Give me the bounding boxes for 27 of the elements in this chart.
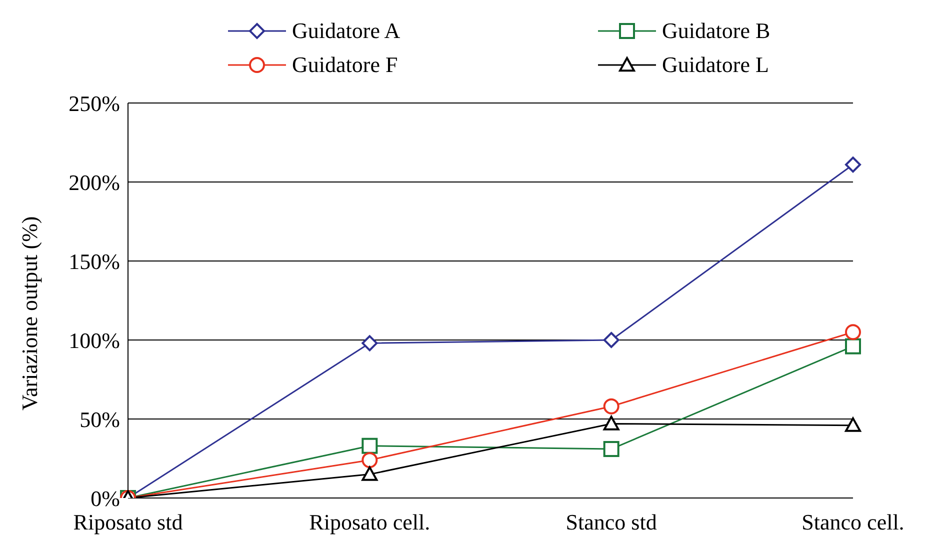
x-tick-label: Stanco cell. bbox=[802, 510, 904, 535]
point bbox=[845, 338, 861, 354]
y-tick-label: 100% bbox=[68, 328, 120, 353]
x-tick-label: Stanco std bbox=[566, 510, 657, 535]
point bbox=[603, 398, 620, 414]
x-tick-label: Riposato std bbox=[73, 510, 183, 535]
legend-label: Guidatore F bbox=[292, 52, 398, 78]
y-tick-label: 250% bbox=[68, 90, 120, 116]
point bbox=[362, 438, 378, 454]
y-tick-label: 0% bbox=[90, 486, 120, 511]
point bbox=[845, 417, 861, 432]
legend-label: Guidatore A bbox=[292, 18, 400, 44]
legend-label: Guidatore B bbox=[662, 18, 770, 44]
y-tick-label: 200% bbox=[68, 170, 120, 195]
point bbox=[362, 452, 378, 468]
y-tick-label: 150% bbox=[68, 248, 120, 274]
point bbox=[845, 324, 861, 340]
x-tick-label: Riposato cell. bbox=[309, 510, 430, 535]
point bbox=[603, 416, 620, 430]
y-axis-title: Variazione output (%) bbox=[16, 216, 42, 410]
point bbox=[362, 466, 378, 481]
point bbox=[603, 441, 620, 458]
point bbox=[603, 332, 620, 348]
point bbox=[362, 335, 378, 352]
y-tick-label: 50% bbox=[80, 406, 120, 432]
point bbox=[845, 156, 861, 173]
legend-label: Guidatore L bbox=[662, 52, 769, 78]
